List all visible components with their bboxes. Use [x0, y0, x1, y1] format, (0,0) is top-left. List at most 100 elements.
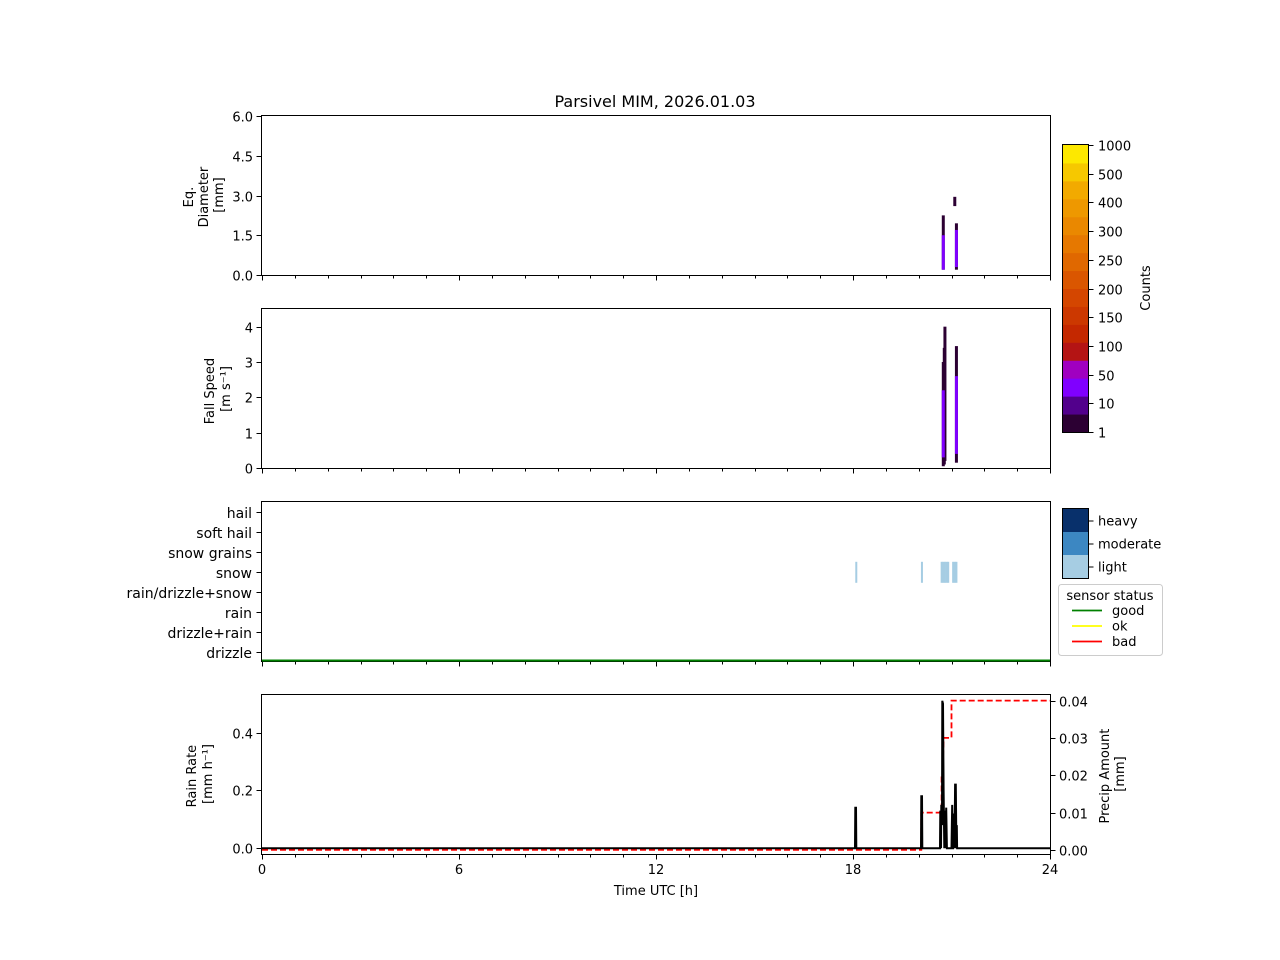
heatmap-segment [954, 229, 958, 268]
heatmap-segment [954, 376, 958, 454]
colorbar-tick-label: 400 [1098, 197, 1123, 212]
preciptype-event [940, 561, 943, 583]
diameter-axes-frame [261, 115, 1051, 276]
preciptype-category-label: rain/drizzle+snow [127, 586, 252, 602]
preciptype-category-label: snow [216, 566, 252, 582]
colorbar-band [1063, 216, 1088, 236]
x-tick-label: 12 [648, 863, 665, 878]
fallspeed-axes-frame [261, 308, 1051, 469]
preciptype-axes-frame [261, 501, 1051, 662]
preciptype-events [262, 561, 1050, 662]
preciptype-event [947, 561, 950, 583]
colorbar-tick-label: 300 [1098, 226, 1123, 241]
status-legend-label-good: good [1112, 604, 1144, 619]
fallspeed-segments [941, 326, 958, 467]
rain-xticks: 0 6 12 18 24 [258, 854, 1059, 878]
preciptype-xticks [262, 661, 1051, 667]
preciptype-event [955, 561, 958, 583]
status-legend-label-ok: ok [1112, 620, 1128, 635]
colorbar: 1 10 50 100 150 200 250 300 400 500 1000 Counts [1062, 140, 1154, 442]
colorbar-band [1063, 396, 1088, 415]
diameter-ylabel-line3: [mm] [212, 177, 227, 212]
preciptype-event [942, 561, 945, 583]
diameter-yticks: 0.0 1.5 3.0 4.5 6.0 [232, 111, 262, 285]
preciptype-category-label: rain [225, 606, 252, 622]
intensity-frame [1062, 508, 1089, 579]
colorbar-band [1063, 360, 1088, 379]
colorbar-label: Counts [1139, 265, 1154, 311]
heatmap-segment [941, 235, 945, 270]
rain-ytick-label: 0.0 [232, 843, 253, 858]
diameter-ytick-label: 6.0 [232, 111, 253, 126]
intensity-swatch-moderate [1063, 532, 1088, 555]
diameter-ytick-label: 1.5 [232, 230, 253, 245]
colorbar-tick-label: 150 [1098, 312, 1123, 327]
diameter-ytick-label: 3.0 [232, 191, 253, 206]
rain-y2tick-label: 0.04 [1059, 696, 1088, 711]
fallspeed-ytick-label: 1 [245, 428, 253, 443]
x-tick-label: 0 [258, 863, 266, 878]
colorbar-band [1063, 414, 1088, 433]
precip-amount-line [262, 699, 1050, 851]
preciptype-event [943, 561, 946, 583]
intensity-swatch-light [1063, 555, 1088, 578]
chart-title: Parsivel MIM, 2026.01.03 [554, 92, 755, 111]
colorbar-tick-label: 10 [1098, 398, 1115, 413]
colorbar-tick-label: 250 [1098, 255, 1123, 270]
heatmap-segment [953, 196, 957, 207]
rain-y2tick-label: 0.02 [1059, 770, 1088, 785]
colorbar-band [1063, 234, 1088, 254]
colorbar-tick-label: 1000 [1098, 140, 1131, 155]
diameter-xticks [262, 275, 1051, 281]
diameter-ylabel-line2: Diameter [197, 166, 212, 227]
diameter-ylabel-line1: Eq. [182, 187, 197, 208]
fallspeed-ylabel-line2: [m s⁻¹] [219, 366, 234, 412]
intensity-label-light: light [1098, 561, 1127, 576]
preciptype-category-label: soft hail [196, 526, 252, 542]
colorbar-band [1063, 288, 1088, 307]
x-tick-label: 6 [455, 863, 463, 878]
x-tick-label: 24 [1042, 863, 1059, 878]
rain-y2tick-label: 0.01 [1059, 808, 1088, 823]
colorbar-frame [1062, 144, 1089, 433]
diameter-segments [941, 196, 958, 270]
diameter-ytick-label: 4.5 [232, 151, 253, 166]
preciptype-category-label: snow grains [168, 546, 252, 562]
rain-ylabel-line2: [mm h⁻¹] [201, 744, 216, 804]
fallspeed-ytick-label: 4 [245, 322, 253, 337]
x-axis-label: Time UTC [h] [613, 884, 698, 899]
rain-ylabel-line1: Rain Rate [185, 745, 200, 808]
fallspeed-ylabel: Fall Speed [m s⁻¹] [203, 354, 234, 425]
preciptype-panel: hail soft hail snow grains snow rain/drizzle… [127, 501, 1051, 667]
colorbar-band [1063, 145, 1088, 164]
colorbar-tick-label: 50 [1098, 370, 1115, 385]
preciptype-event [945, 561, 948, 583]
colorbar-ticks: 1 10 50 100 150 200 250 300 400 500 1000 [1088, 140, 1131, 442]
diameter-ytick-label: 0.0 [232, 270, 253, 285]
rain-y2ticks: 0.00 0.01 0.02 0.03 0.04 [1050, 696, 1088, 860]
fallspeed-panel: 0 1 2 3 4 Fall Speed [m s⁻¹] [203, 308, 1051, 478]
preciptype-event [952, 561, 955, 583]
heatmap-segment [943, 326, 947, 461]
preciptype-category-label: hail [227, 506, 252, 522]
rain-axes-frame [261, 694, 1051, 855]
rain-y2tick-label: 0.03 [1059, 733, 1088, 748]
intensity-label-heavy: heavy [1098, 515, 1138, 530]
rain-y2label: Precip Amount [mm] [1098, 724, 1128, 823]
preciptype-category-label: drizzle+rain [167, 626, 252, 642]
colorbar-band [1063, 252, 1088, 272]
colorbar-band [1063, 342, 1088, 361]
rain-ylabel: Rain Rate [mm h⁻¹] [185, 741, 216, 808]
status-legend-box [1058, 584, 1163, 656]
colorbar-band [1063, 180, 1088, 200]
colorbar-band [1063, 162, 1088, 182]
preciptype-yticks: hail soft hail snow grains snow rain/drizzle… [127, 506, 262, 662]
fallspeed-ytick-label: 2 [245, 392, 253, 407]
status-legend-label-bad: bad [1112, 635, 1136, 650]
colorbar-band [1063, 378, 1088, 397]
rain-panel: 0.00.20.4 0.000.010.020.030.04 0 6 12 18 24 … [185, 694, 1128, 899]
fallspeed-ylabel-line1: Fall Speed [203, 358, 218, 424]
colorbar-band [1063, 198, 1088, 218]
fallspeed-ytick-label: 3 [245, 357, 253, 372]
